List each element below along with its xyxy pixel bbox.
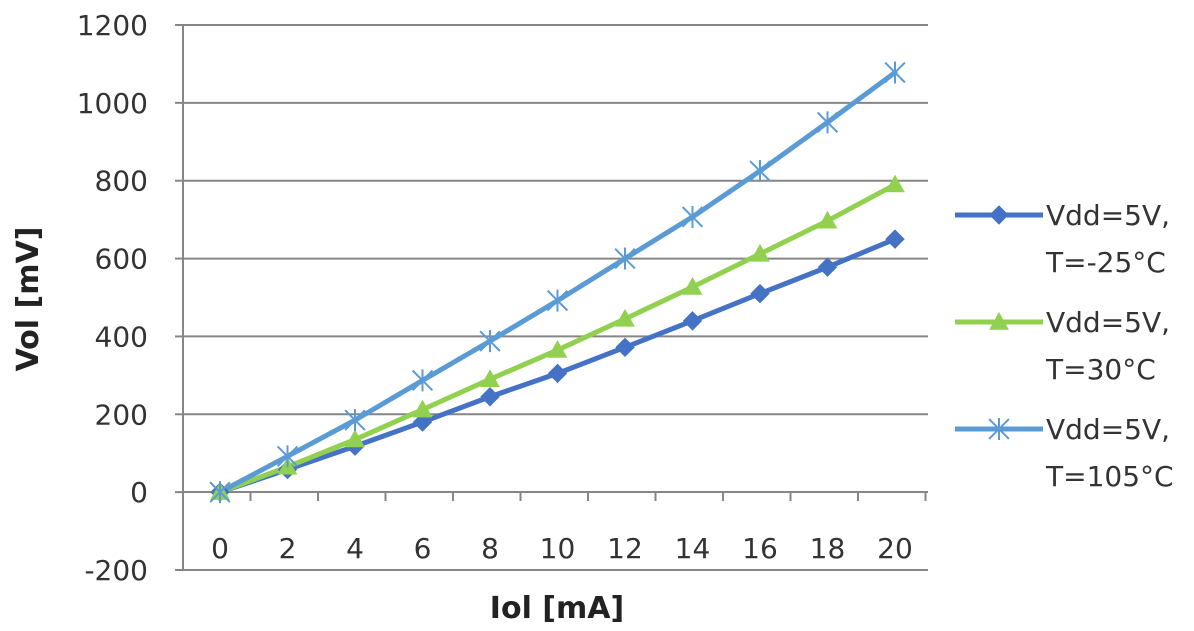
y-tick-label: 400 — [95, 320, 148, 353]
diamond-marker — [750, 283, 770, 304]
y-axis-title: Vol [mV] — [11, 227, 46, 372]
legend-label: T=30°C — [1045, 353, 1156, 386]
diamond-marker — [547, 363, 568, 384]
x-tick-label: 2 — [279, 532, 297, 565]
triangle-marker — [412, 399, 433, 418]
triangle-marker — [989, 311, 1009, 330]
x-tick-label: 0 — [211, 532, 229, 565]
asterisk-marker — [884, 61, 906, 84]
asterisk-marker — [749, 159, 771, 182]
y-tick-label: -200 — [84, 554, 148, 587]
diamond-marker — [412, 412, 433, 432]
legend-label: Vdd=5V, — [1046, 306, 1170, 339]
y-tick-label: 600 — [95, 243, 148, 276]
data-markers — [209, 61, 906, 504]
triangle-marker — [885, 174, 905, 193]
triangle-marker — [480, 369, 500, 387]
triangle-marker — [817, 210, 838, 229]
diamond-marker — [989, 205, 1009, 225]
triangle-marker — [750, 243, 770, 262]
legend-label: T=105°C — [1045, 460, 1174, 493]
legend: Vdd=5V, T=-25°C Vdd=5V, T=30°C Vdd=5V, T=105°… — [955, 199, 1174, 493]
triangle-marker — [547, 340, 568, 358]
asterisk-marker — [209, 481, 231, 504]
asterisk-marker — [614, 247, 636, 270]
legend-label: Vdd=5V, — [1046, 413, 1170, 446]
asterisk-marker — [816, 111, 839, 134]
x-tick-label: 14 — [675, 532, 711, 565]
asterisk-marker — [681, 205, 704, 228]
x-tick-label: 6 — [414, 532, 432, 565]
asterisk-marker — [988, 418, 1010, 440]
y-tick-label: 800 — [95, 165, 148, 198]
asterisk-marker — [276, 445, 299, 468]
x-tick-label: 18 — [810, 532, 846, 565]
diamond-marker — [817, 257, 838, 277]
legend-entry: Vdd=5V, T=-25°C — [955, 199, 1170, 279]
x-tick-label: 10 — [540, 532, 576, 565]
x-tick-label: 16 — [742, 532, 778, 565]
x-axis-title: Iol [mA] — [490, 591, 624, 626]
asterisk-marker — [344, 409, 366, 432]
triangle-marker — [682, 276, 703, 295]
x-tick-labels: 0 2 4 6 8 10 12 14 16 18 20 — [211, 532, 913, 565]
diamond-marker — [615, 337, 635, 358]
y-tick-label: 1000 — [77, 87, 148, 120]
series-line-2 — [217, 182, 898, 495]
legend-entry: Vdd=5V, T=30°C — [955, 306, 1170, 386]
x-tick-label: 20 — [877, 532, 913, 565]
axes — [175, 24, 928, 571]
diamond-marker — [885, 229, 905, 249]
y-tick-label: 0 — [130, 476, 148, 509]
x-tick-label: 12 — [607, 532, 643, 565]
legend-label: Vdd=5V, — [1046, 199, 1170, 232]
y-tick-label: 1200 — [77, 9, 148, 42]
triangle-marker — [615, 308, 635, 327]
asterisk-marker — [546, 289, 569, 312]
triangle-marker — [345, 429, 365, 448]
x-tick-label: 8 — [481, 532, 499, 565]
diamond-marker — [480, 387, 500, 407]
legend-entry: Vdd=5V, T=105°C — [955, 413, 1174, 493]
gridlines — [183, 24, 928, 571]
series-lines — [217, 69, 898, 495]
asterisk-marker — [411, 369, 434, 392]
diamond-marker — [682, 311, 703, 331]
y-tick-label: 200 — [95, 398, 148, 431]
y-tick-labels: -200 0 200 400 600 800 1000 1200 — [77, 9, 148, 587]
x-tick-label: 4 — [346, 532, 364, 565]
asterisk-marker — [479, 330, 501, 353]
legend-label: T=-25°C — [1045, 246, 1166, 279]
